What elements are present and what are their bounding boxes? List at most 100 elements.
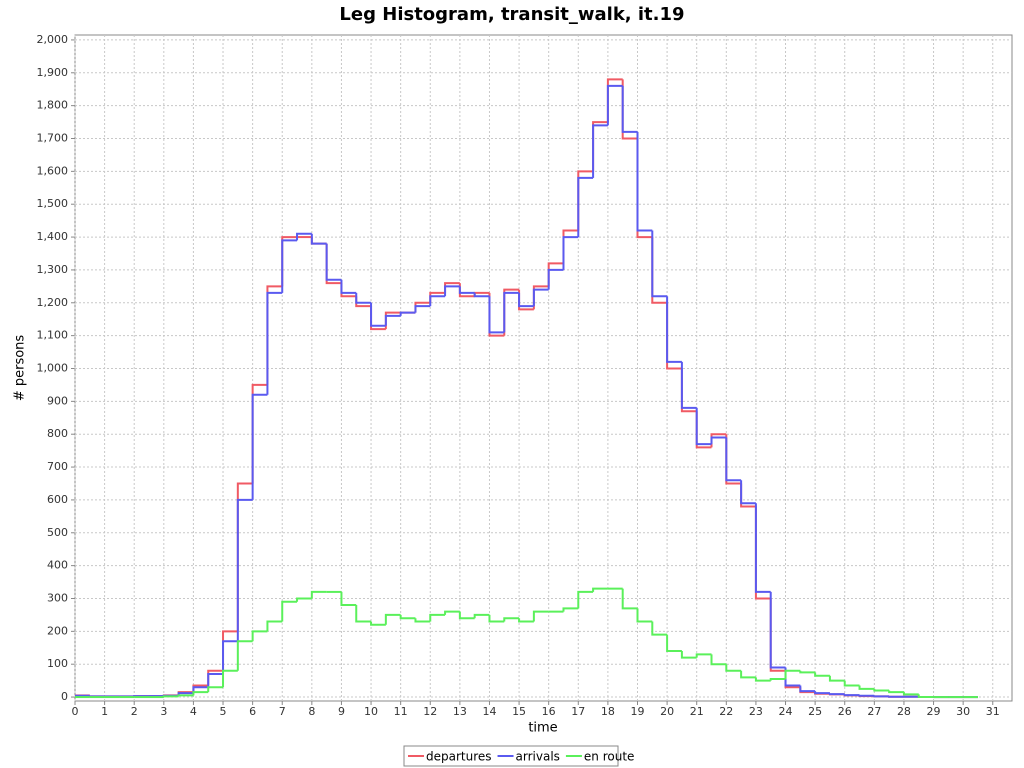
y-tick-label: 1,500	[37, 197, 69, 210]
step-segment	[251, 630, 268, 642]
y-tick-label: 0	[61, 690, 68, 703]
x-tick-label: 29	[927, 705, 941, 718]
y-tick-label: 400	[47, 559, 68, 572]
step-segment	[177, 694, 194, 697]
step-segment	[666, 634, 682, 653]
step-segment	[873, 695, 890, 698]
step-segment	[296, 232, 312, 241]
x-tick-label: 7	[279, 705, 286, 718]
y-tick-label: 1,800	[37, 99, 69, 112]
step-segment	[902, 692, 919, 696]
y-tick-label: 200	[47, 624, 68, 637]
x-tick-label: 25	[808, 705, 822, 718]
step-segment	[799, 685, 816, 693]
step-segment	[266, 620, 283, 632]
step-segment	[843, 680, 860, 687]
x-tick-label: 28	[897, 705, 911, 718]
step-segment	[370, 302, 386, 327]
legend-label: en route	[584, 750, 635, 764]
step-segment	[355, 605, 372, 623]
x-tick-label: 23	[749, 705, 763, 718]
x-tick-label: 3	[160, 705, 167, 718]
y-tick-label: 1,300	[37, 263, 69, 276]
step-segment	[162, 695, 179, 698]
legend-label: departures	[426, 750, 492, 764]
step-segment	[370, 621, 386, 626]
step-segment	[488, 296, 505, 334]
y-tick-label: 900	[47, 394, 68, 407]
step-segment	[532, 288, 549, 307]
step-segment	[769, 677, 786, 681]
y-tick-label: 1,400	[37, 230, 69, 243]
step-segment	[325, 243, 342, 281]
x-axis-label: time	[528, 721, 557, 736]
step-segment	[310, 233, 327, 245]
x-tick-label: 16	[542, 705, 556, 718]
step-segment	[399, 311, 416, 316]
x-tick-label: 0	[72, 705, 79, 718]
x-tick-label: 19	[630, 705, 644, 718]
y-tick-label: 300	[47, 591, 68, 604]
step-segment	[917, 694, 934, 699]
y-tick-label: 500	[47, 526, 68, 539]
step-segment	[873, 688, 890, 692]
x-tick-label: 2	[131, 705, 138, 718]
step-segment	[340, 591, 357, 607]
x-tick-label: 24	[779, 705, 793, 718]
x-tick-label: 17	[571, 705, 585, 718]
step-segment	[222, 640, 238, 675]
step-segment	[592, 124, 608, 178]
step-segment	[547, 268, 564, 290]
step-segment	[473, 613, 490, 619]
x-tick-label: 4	[190, 705, 197, 718]
step-segment	[429, 613, 446, 622]
x-tick-label: 15	[512, 705, 526, 718]
y-tick-label: 1,900	[37, 66, 69, 79]
step-segment	[828, 693, 845, 696]
y-axis-label: # persons	[13, 335, 28, 402]
step-segment	[740, 670, 756, 679]
step-segment	[429, 295, 446, 307]
x-tick-label: 27	[867, 705, 881, 718]
step-segment	[562, 607, 579, 612]
step-segment	[592, 587, 608, 592]
y-tick-label: 1,600	[37, 164, 69, 177]
step-segment	[606, 84, 623, 126]
y-tick-label: 1,200	[37, 296, 69, 309]
step-segment	[384, 613, 401, 625]
x-tick-label: 9	[338, 705, 345, 718]
step-segment	[651, 230, 668, 298]
step-segment	[503, 617, 520, 622]
step-segment	[858, 694, 875, 697]
legend-label: arrivals	[516, 750, 560, 764]
step-segment	[414, 305, 431, 313]
y-tick-label: 600	[47, 493, 68, 506]
step-segment	[473, 292, 490, 298]
step-segment	[236, 498, 253, 642]
step-segment	[858, 685, 875, 690]
step-segment	[680, 651, 697, 659]
step-segment	[621, 588, 638, 610]
step-segment	[222, 669, 238, 688]
step-segment	[799, 670, 816, 674]
step-segment	[518, 292, 534, 308]
step-segment	[444, 285, 460, 297]
x-tick-label: 1	[101, 705, 108, 718]
step-segment	[503, 291, 520, 333]
y-tick-label: 1,000	[37, 361, 69, 374]
step-segment	[769, 591, 786, 669]
step-segment	[518, 618, 534, 623]
y-tick-label: 2,000	[37, 33, 69, 46]
step-segment	[384, 314, 401, 326]
y-tick-label: 1,100	[37, 329, 69, 342]
step-segment	[636, 131, 653, 232]
step-segment	[680, 361, 697, 409]
y-tick-label: 1,700	[37, 131, 69, 144]
step-segment	[710, 654, 727, 666]
step-segment	[888, 690, 904, 694]
step-segment	[192, 691, 209, 696]
step-segment	[666, 296, 682, 363]
x-tick-label: 14	[482, 705, 496, 718]
step-segment	[577, 590, 594, 609]
step-segment	[399, 614, 416, 620]
